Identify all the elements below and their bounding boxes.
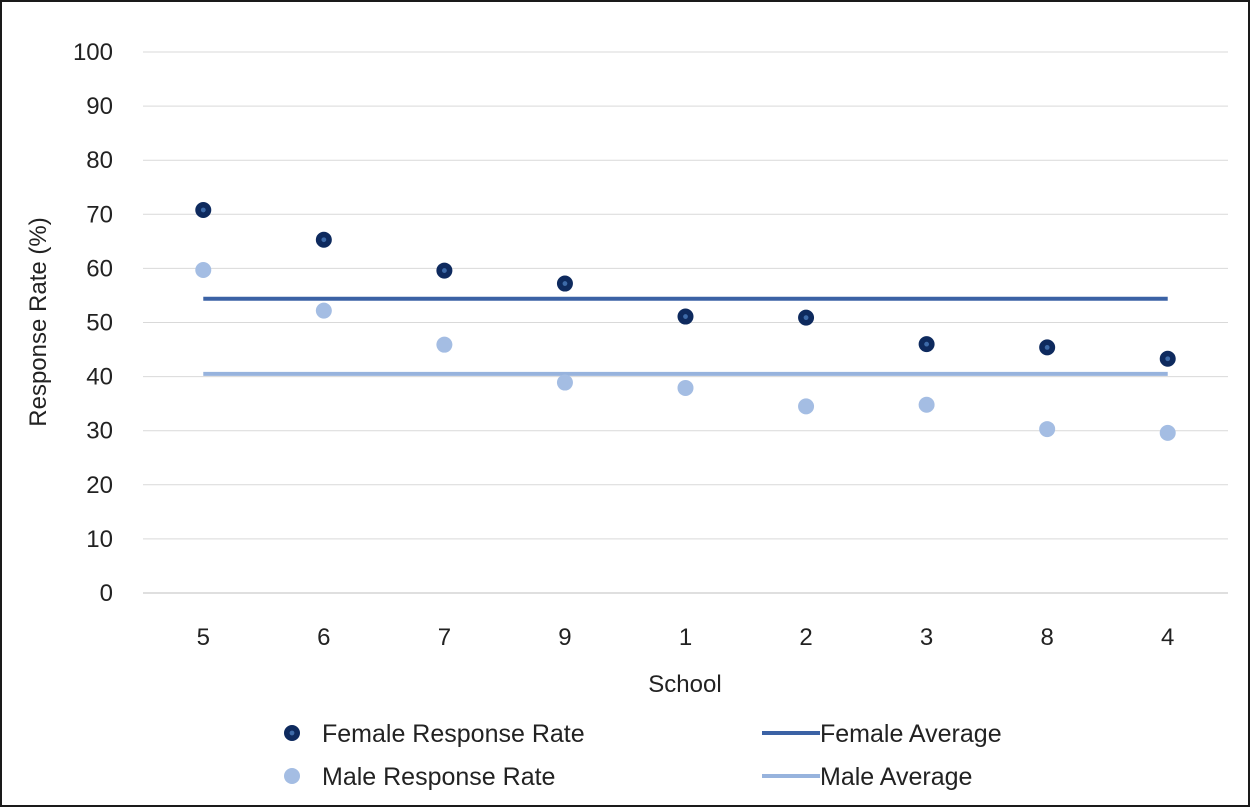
legend-label-female-response-rate: Female Response Rate xyxy=(322,720,585,748)
y-tick-label: 90 xyxy=(86,93,113,120)
data-point-female-response-rate-center xyxy=(441,268,447,273)
data-point-male-response-rate xyxy=(556,374,573,391)
y-tick-label: 30 xyxy=(86,418,113,445)
data-point-male-response-rate xyxy=(1039,421,1056,438)
y-tick-label: 100 xyxy=(73,39,113,66)
legend-item-female-average: Female Average xyxy=(762,720,1002,748)
legend-label-male-average: Male Average xyxy=(820,763,972,791)
x-axis-title: School xyxy=(648,671,721,698)
data-point-female-response-rate-center xyxy=(321,237,327,243)
data-point-female-response-rate-center xyxy=(803,315,809,321)
x-tick-label: 1 xyxy=(679,624,692,651)
legend-item-female-response-rate: Female Response Rate xyxy=(284,720,585,748)
data-point-male-response-rate xyxy=(677,379,694,396)
legend-marker-male-response-rate xyxy=(284,768,300,784)
x-tick-label: 3 xyxy=(920,624,933,651)
x-tick-label: 5 xyxy=(197,624,210,651)
data-point-male-response-rate xyxy=(195,262,212,279)
data-point-male-response-rate xyxy=(918,396,935,413)
x-tick-label: 7 xyxy=(438,624,451,651)
legend-item-male-average: Male Average xyxy=(762,763,972,791)
x-tick-label: 2 xyxy=(799,624,812,651)
x-tick-label: 6 xyxy=(317,624,330,651)
y-tick-label: 10 xyxy=(86,526,113,553)
legend-label-male-response-rate: Male Response Rate xyxy=(322,763,555,791)
data-point-male-response-rate xyxy=(1159,424,1176,441)
y-axis-title: Response Rate (%) xyxy=(25,217,52,426)
x-tick-label: 4 xyxy=(1161,624,1174,651)
series-layer xyxy=(195,201,1176,441)
legend-marker-female-response-rate-center xyxy=(289,730,295,736)
legend: Female Response Rate Male Response Rate … xyxy=(284,720,1002,791)
y-axis-ticks: 0 10 20 30 40 50 60 70 80 90 100 xyxy=(73,39,113,607)
data-point-male-response-rate xyxy=(315,302,332,319)
y-tick-label: 50 xyxy=(86,310,113,337)
y-tick-label: 20 xyxy=(86,472,113,499)
gridlines xyxy=(143,51,1228,594)
legend-label-female-average: Female Average xyxy=(820,720,1002,748)
y-tick-label: 80 xyxy=(86,147,113,174)
y-tick-label: 0 xyxy=(100,580,113,607)
y-tick-label: 70 xyxy=(86,201,113,228)
y-tick-label: 60 xyxy=(86,255,113,282)
y-tick-label: 40 xyxy=(86,364,113,391)
data-point-male-response-rate xyxy=(798,398,815,415)
data-point-male-response-rate xyxy=(436,336,453,353)
x-tick-label: 9 xyxy=(558,624,571,651)
x-tick-label: 8 xyxy=(1040,624,1053,651)
data-point-female-response-rate-center xyxy=(924,341,930,347)
data-point-female-response-rate-center xyxy=(1165,356,1171,362)
data-point-female-response-rate-center xyxy=(200,207,206,213)
x-axis-ticks: 5 6 7 9 1 2 3 8 4 xyxy=(197,624,1175,651)
data-point-female-response-rate-center xyxy=(683,314,688,319)
data-point-female-response-rate-center xyxy=(1044,344,1050,350)
legend-item-male-response-rate: Male Response Rate xyxy=(284,763,555,791)
data-point-female-response-rate-center xyxy=(562,281,568,286)
